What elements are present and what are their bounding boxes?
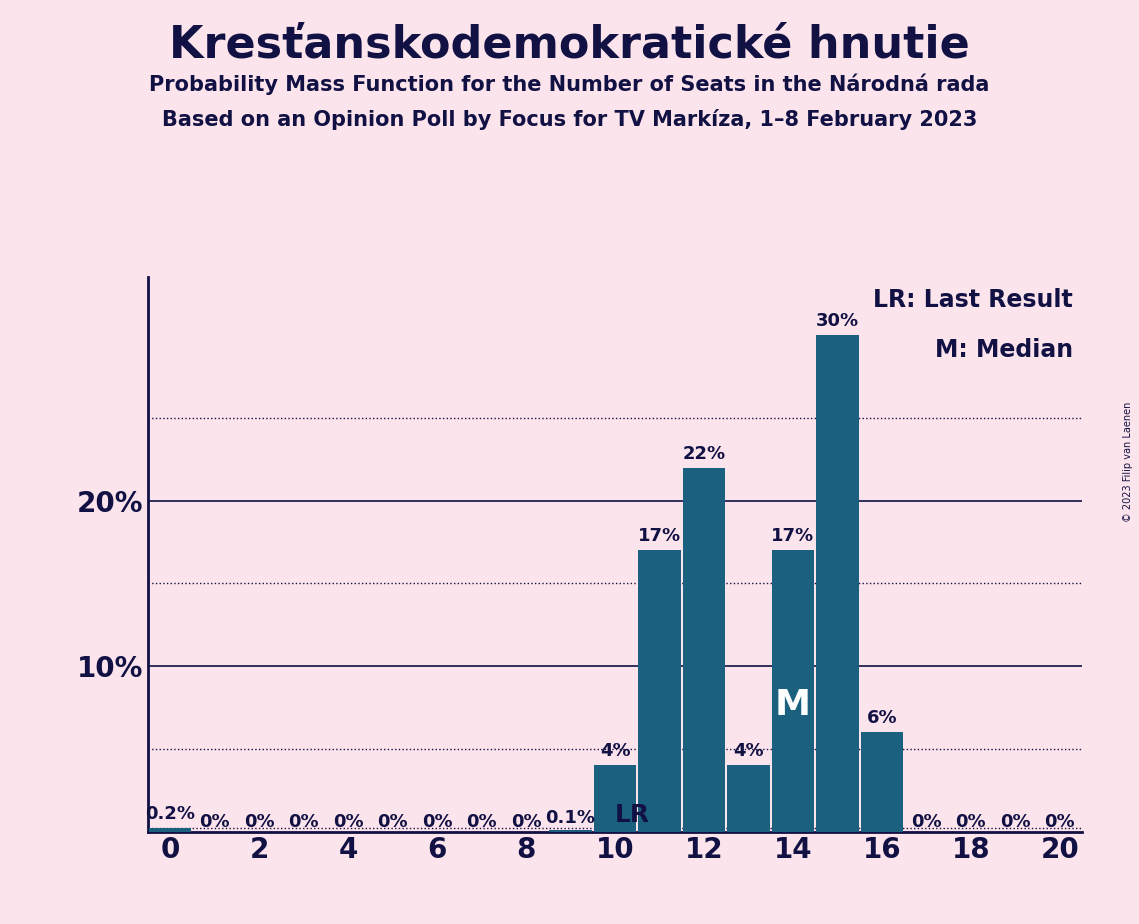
Text: 6%: 6%	[867, 710, 898, 727]
Text: LR: Last Result: LR: Last Result	[872, 288, 1073, 312]
Text: 0.1%: 0.1%	[546, 808, 596, 827]
Bar	[683, 468, 726, 832]
Bar	[728, 765, 770, 832]
Text: 17%: 17%	[638, 528, 681, 545]
Bar	[772, 551, 814, 832]
Text: Probability Mass Function for the Number of Seats in the Národná rada: Probability Mass Function for the Number…	[149, 74, 990, 95]
Bar	[638, 551, 681, 832]
Text: 0%: 0%	[333, 813, 363, 831]
Text: 0%: 0%	[911, 813, 942, 831]
Text: Kresťanskodemokratické hnutie: Kresťanskodemokratické hnutie	[169, 23, 970, 67]
Text: 0%: 0%	[288, 813, 319, 831]
Text: LR: LR	[615, 803, 650, 827]
Text: 0%: 0%	[956, 813, 986, 831]
Text: Based on an Opinion Poll by Focus for TV Markíza, 1–8 February 2023: Based on an Opinion Poll by Focus for TV…	[162, 109, 977, 130]
Text: 0%: 0%	[466, 813, 497, 831]
Bar	[817, 335, 859, 832]
Bar	[861, 733, 903, 832]
Text: 30%: 30%	[816, 312, 859, 330]
Bar	[549, 830, 592, 832]
Text: 0%: 0%	[244, 813, 274, 831]
Text: 0%: 0%	[421, 813, 452, 831]
Text: 0%: 0%	[510, 813, 541, 831]
Text: M: Median: M: Median	[935, 338, 1073, 362]
Text: 4%: 4%	[600, 743, 630, 760]
Text: 0%: 0%	[199, 813, 230, 831]
Text: © 2023 Filip van Laenen: © 2023 Filip van Laenen	[1123, 402, 1133, 522]
Text: 17%: 17%	[771, 528, 814, 545]
Text: 0%: 0%	[377, 813, 408, 831]
Text: 22%: 22%	[682, 444, 726, 463]
Bar	[149, 828, 191, 832]
Bar	[593, 765, 637, 832]
Text: 0.2%: 0.2%	[146, 806, 195, 823]
Text: 0%: 0%	[1000, 813, 1031, 831]
Text: 4%: 4%	[734, 743, 764, 760]
Text: M: M	[775, 688, 811, 722]
Text: 0%: 0%	[1044, 813, 1075, 831]
